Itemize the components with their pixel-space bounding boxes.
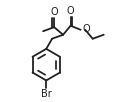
- Text: O: O: [82, 24, 90, 34]
- Text: O: O: [50, 7, 58, 17]
- Text: Br: Br: [41, 89, 52, 99]
- Text: O: O: [67, 6, 74, 16]
